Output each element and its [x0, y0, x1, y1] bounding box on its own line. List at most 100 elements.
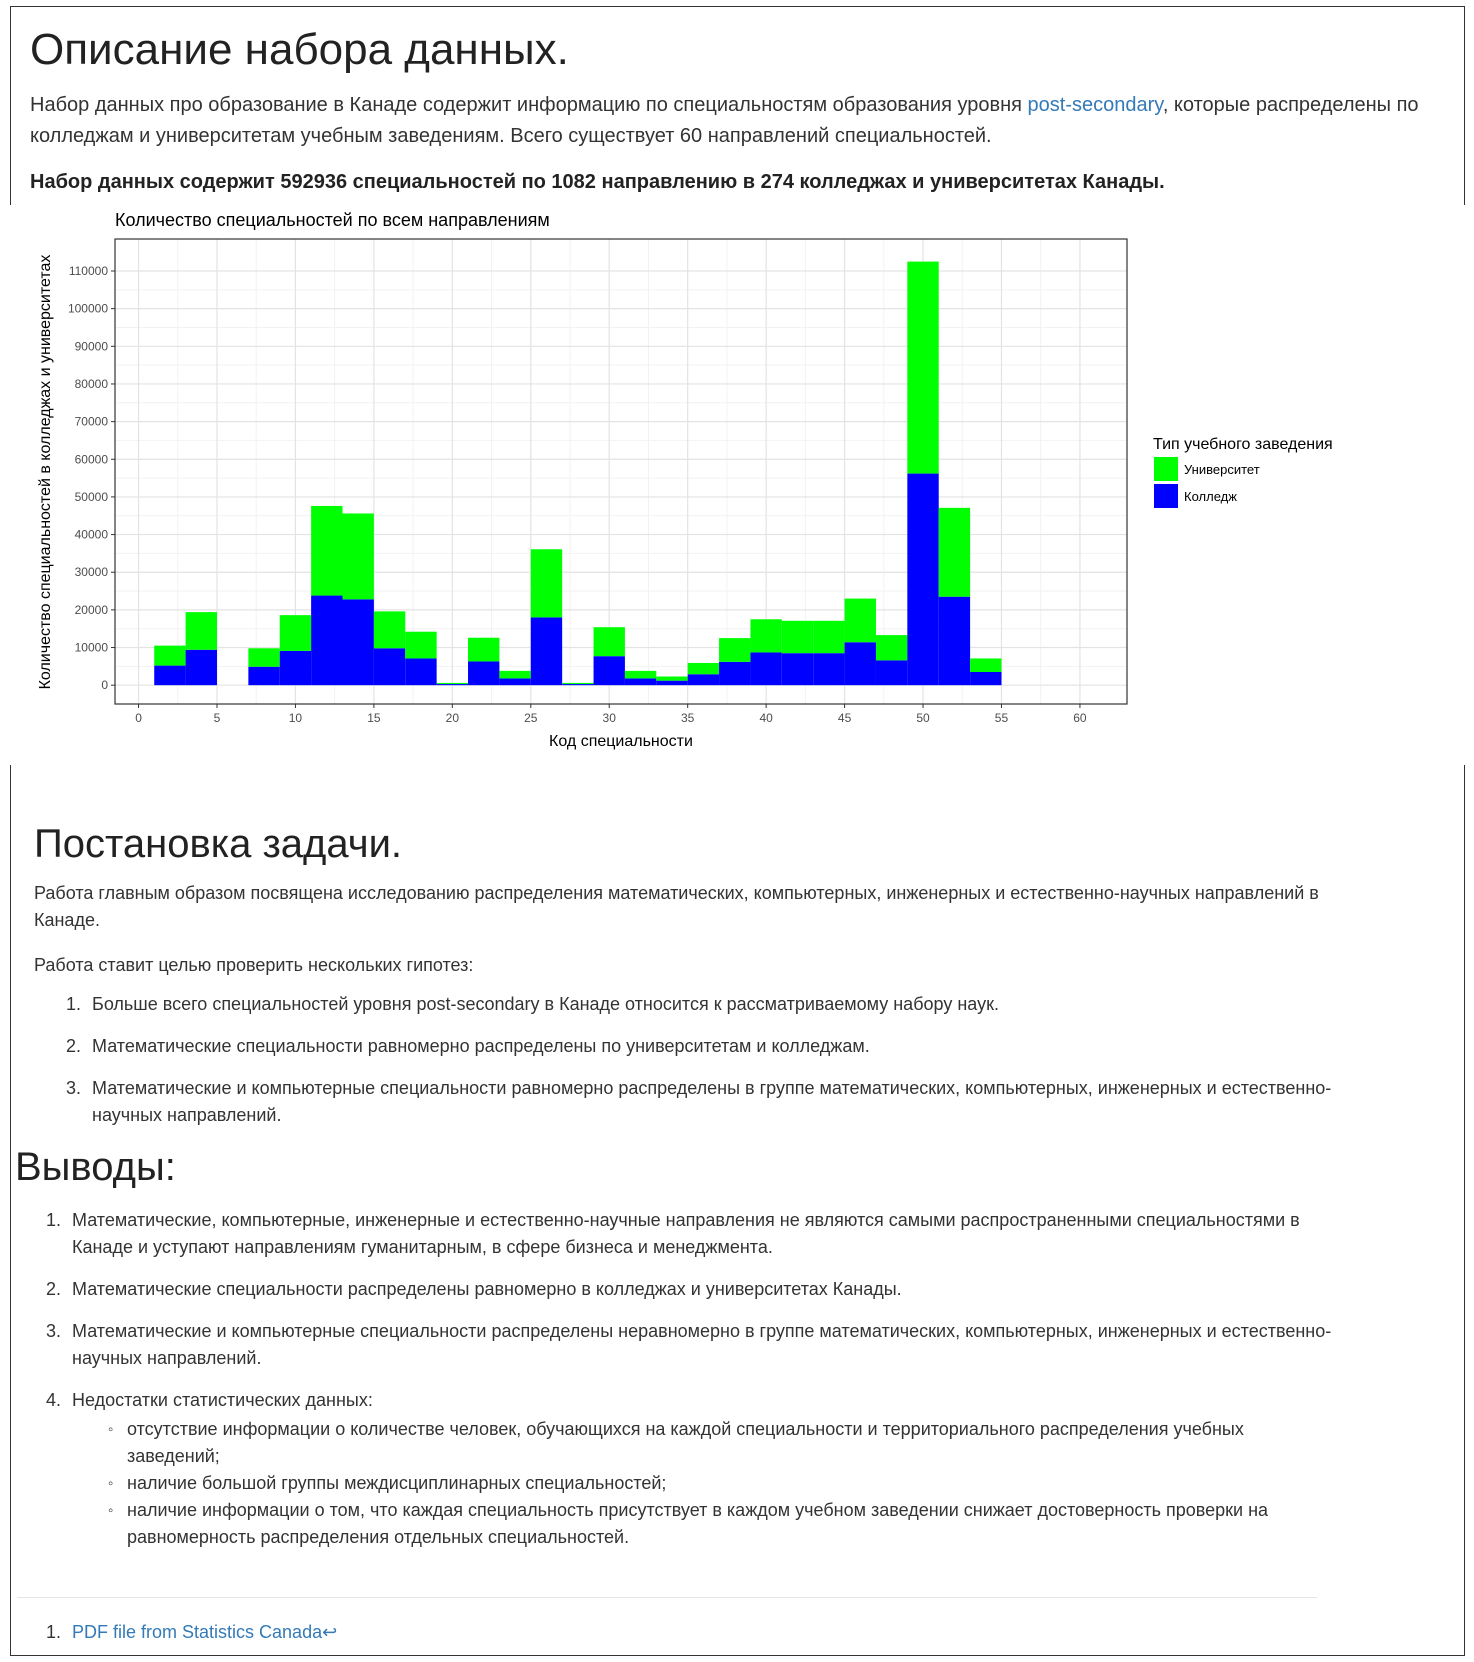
bar-segment — [468, 661, 500, 686]
hypotheses-intro: Работа ставит целью проверить нескольких… — [34, 955, 474, 975]
x-tick-label: 40 — [759, 711, 773, 725]
y-tick-label: 110000 — [69, 264, 108, 278]
bar-segment — [436, 682, 469, 685]
x-tick-label: 50 — [916, 711, 930, 725]
bar-segment — [687, 674, 720, 686]
x-tick-label: 55 — [995, 711, 1009, 725]
conclusions-heading: Выводы: — [15, 1145, 176, 1189]
bar-segment — [562, 682, 594, 685]
bar-segment — [373, 648, 406, 686]
y-axis-label: Количество специальностей в колледжах и … — [37, 255, 54, 690]
bar-segment — [719, 661, 751, 686]
sub-list-item: ◦ наличие информации о том, что каждая сп… — [108, 1497, 1332, 1551]
bar-segment — [185, 649, 217, 686]
y-tick-label: 70000 — [75, 415, 109, 429]
list-item: 2. Математические специальности распредел… — [46, 1279, 902, 1299]
bar-segment — [656, 676, 688, 681]
bar-segment — [875, 635, 908, 661]
task-paragraph: Работа главным образом посвящена исследо… — [34, 883, 1319, 930]
bar-segment — [279, 615, 312, 651]
x-tick-label: 35 — [681, 711, 695, 725]
bar-segment — [342, 599, 374, 686]
y-tick-label: 100000 — [68, 302, 108, 316]
bar-segment — [248, 648, 280, 667]
list-item: 4. Недостатки статистических данных: ◦ отс… — [46, 1387, 1332, 1551]
y-tick-label: 20000 — [75, 603, 109, 617]
chart-panel-border — [114, 238, 1128, 705]
bar-segment — [624, 670, 657, 679]
list-item: 3. Математические и компьютерные специаль… — [66, 1078, 1332, 1125]
y-tick-label: 30000 — [75, 565, 109, 579]
page-frame — [10, 6, 1465, 1656]
footnotes-divider — [17, 1597, 1317, 1598]
bar-segment — [719, 638, 751, 662]
footnote-item: 1. PDF file from Statistics Canada↩ — [46, 1622, 338, 1642]
y-tick-label: 10000 — [75, 641, 109, 655]
bar-segment — [624, 678, 657, 686]
bar-segment — [185, 612, 217, 650]
bar-segment — [750, 619, 782, 653]
bar-segment — [907, 261, 939, 474]
x-axis-label: Код специальности — [549, 733, 693, 750]
bar-segment — [248, 666, 280, 686]
bar-segment — [907, 473, 939, 686]
bar-segment — [468, 637, 500, 662]
list-item: 3. Математические и компьютерные специаль… — [46, 1321, 1332, 1368]
bar-segment — [405, 658, 437, 686]
conclusions-list: 1. Математические, компьютерные, инженерн… — [46, 1207, 1332, 1566]
bar-segment — [436, 684, 469, 686]
chart-bars — [154, 261, 1002, 686]
y-tick-label: 90000 — [75, 339, 109, 353]
bar-segment — [279, 650, 312, 686]
x-tick-label: 25 — [524, 711, 538, 725]
bar-segment — [405, 631, 437, 659]
sub-list-item: ◦ наличие большой группы междисциплинарны… — [108, 1470, 1332, 1497]
bar-segment — [750, 652, 782, 686]
statistics-canada-pdf-link[interactable]: PDF file from Statistics Canada — [72, 1622, 323, 1642]
post-secondary-link[interactable]: post-secondary — [1027, 94, 1163, 116]
x-tick-label: 60 — [1073, 711, 1087, 725]
dataset-description-heading: Описание набора данных. — [30, 25, 569, 74]
chart-title: Количество специальностей по всем направ… — [115, 210, 550, 230]
legend-label-university: Университет — [1184, 462, 1260, 477]
bar-segment — [813, 620, 845, 654]
y-tick-label: 60000 — [75, 452, 109, 466]
bar-segment — [875, 660, 908, 686]
x-tick-label: 45 — [838, 711, 852, 725]
bar-segment — [656, 680, 688, 686]
bar-segment — [593, 627, 625, 657]
y-tick-label: 50000 — [75, 490, 109, 504]
dataset-summary: Набор данных содержит 592936 специальнос… — [30, 171, 1165, 193]
x-tick-label: 10 — [289, 711, 303, 725]
bar-segment — [781, 620, 814, 654]
bar-segment — [373, 611, 406, 649]
legend-title: Тип учебного заведения — [1153, 436, 1333, 453]
task-statement-heading: Постановка задачи. — [34, 822, 403, 866]
bar-segment — [781, 653, 814, 686]
bar-segment — [970, 658, 1002, 672]
bar-segment — [813, 653, 845, 686]
y-axis-ticks: 0 10000 20000 30000 40000 50000 60000 70000 8000… — [68, 264, 115, 692]
y-tick-label: 80000 — [75, 377, 109, 391]
bar-segment — [844, 598, 876, 643]
legend-label-college: Колледж — [1184, 489, 1237, 504]
bar-segment — [311, 595, 343, 686]
x-tick-label: 15 — [367, 711, 381, 725]
legend-swatch-university — [1154, 457, 1178, 481]
footnote-backref-icon[interactable]: ↩ — [322, 1622, 338, 1642]
bar-segment — [938, 507, 971, 597]
list-item: 1. Математические, компьютерные, инженерн… — [46, 1210, 1300, 1257]
x-tick-label: 20 — [446, 711, 460, 725]
bar-segment — [311, 505, 343, 596]
intro-text-end: , которые распределены по колледжам и ун… — [30, 94, 1419, 147]
bar-segment — [593, 656, 625, 686]
chart-legend: Тип учебного заведения Университет Колле… — [1153, 436, 1333, 508]
bar-segment — [530, 617, 563, 686]
x-tick-label: 5 — [214, 711, 221, 725]
bar-segment — [844, 642, 876, 686]
list-item: 2. Математические специальности равномерн… — [66, 1036, 870, 1056]
x-tick-label: 30 — [603, 711, 617, 725]
dataset-intro-paragraph: Набор данных про образование в Канаде со… — [30, 90, 1430, 152]
bar-segment — [687, 662, 720, 675]
list-item: 1. Больше всего специальностей уровня pos… — [66, 994, 999, 1014]
